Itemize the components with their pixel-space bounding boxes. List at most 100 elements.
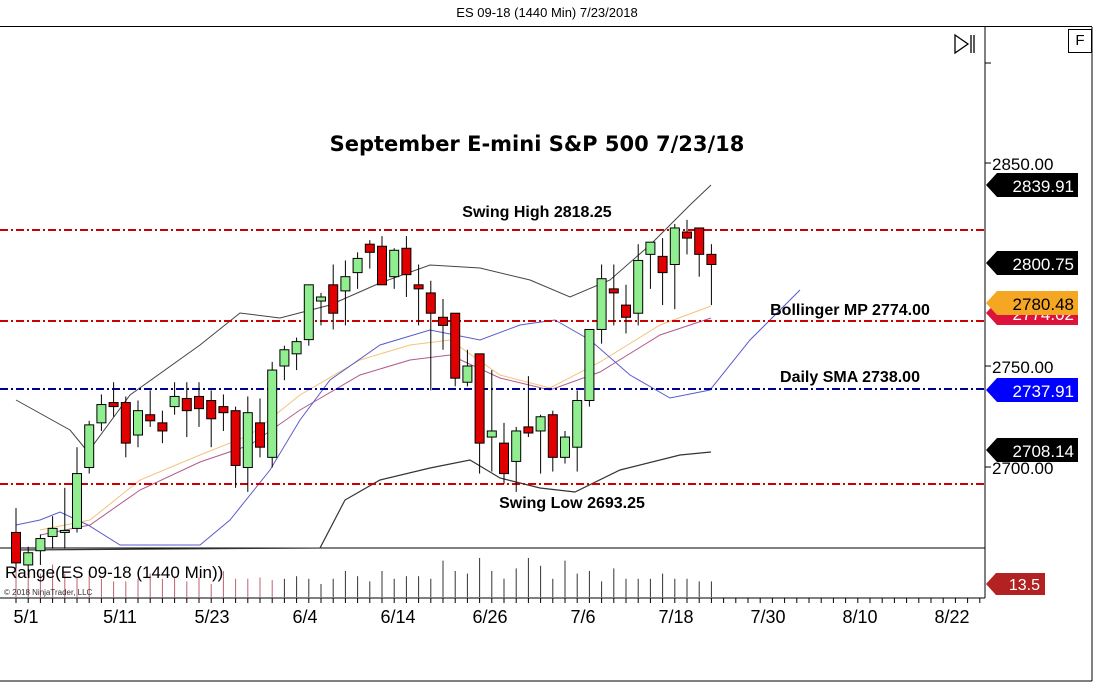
- candle-body: [206, 400, 217, 420]
- annotation-label: Daily SMA 2738.00: [780, 369, 920, 386]
- f-button[interactable]: F: [1068, 29, 1092, 53]
- x-tick-label: 6/14: [380, 607, 415, 627]
- candle-body: [364, 243, 375, 253]
- candle-body: [267, 369, 278, 458]
- annotation-label: Swing High 2818.25: [462, 204, 611, 221]
- price-marker-label: 2839.91: [1013, 177, 1074, 196]
- x-tick-label: 7/30: [750, 607, 785, 627]
- candle-body: [523, 426, 534, 434]
- candle-body: [242, 412, 253, 469]
- x-tick-label: 8/10: [842, 607, 877, 627]
- indicator-label: Range(ES 09-18 (1440 Min)): [5, 563, 223, 582]
- candle-body: [340, 276, 351, 292]
- candle-body: [547, 414, 558, 458]
- x-tick-label: 7/18: [658, 607, 693, 627]
- candle-body: [11, 531, 21, 564]
- candle-body: [694, 227, 705, 255]
- candle-body: [291, 341, 302, 355]
- x-tick-label: 6/26: [472, 607, 507, 627]
- scroll-to-end-button[interactable]: [952, 33, 976, 55]
- candle-body: [450, 312, 461, 379]
- indicator-marker: [986, 573, 1045, 595]
- annotation-label: Swing Low 2693.25: [499, 495, 645, 512]
- y-tick-label: 2750.00: [992, 358, 1053, 377]
- candle-body: [157, 422, 168, 432]
- chart-frame: [0, 26, 1092, 682]
- candle-body: [438, 316, 448, 326]
- candle-body: [328, 284, 339, 314]
- candle-body: [181, 397, 192, 412]
- scroll-to-end-icon: [954, 33, 975, 55]
- price-marker: [986, 251, 1078, 275]
- candle-body: [657, 255, 668, 274]
- candle-body: [389, 249, 400, 278]
- candle-body: [23, 552, 34, 566]
- candle-body: [462, 365, 473, 383]
- candle-body: [645, 241, 656, 255]
- candle-body: [499, 442, 509, 475]
- candle-body: [96, 404, 107, 424]
- candle-body: [584, 328, 595, 402]
- candle-body: [316, 296, 326, 302]
- candle-body: [303, 284, 314, 341]
- price-marker-label: 2780.48: [1013, 295, 1074, 314]
- chart-title: September E-mini S&P 500 7/23/18: [330, 132, 745, 156]
- y-tick-label: 2850.00: [992, 155, 1053, 174]
- window-title: ES 09-18 (1440 Min) 7/23/2018: [456, 5, 638, 20]
- x-tick-label: 5/23: [194, 607, 229, 627]
- sma-blue-line: [15, 289, 801, 546]
- bollinger-upper-line: [15, 184, 712, 453]
- candle-body: [706, 253, 717, 266]
- candle-body: [145, 414, 156, 422]
- candle-body: [621, 304, 631, 318]
- price-marker: [986, 438, 1078, 462]
- candle-body: [535, 416, 546, 432]
- candle-body: [352, 257, 363, 274]
- candle-body: [425, 292, 436, 314]
- copyright-text: © 2018 NinjaTrader, LLC: [4, 588, 93, 597]
- candle-body: [682, 231, 692, 239]
- candle-body: [255, 422, 265, 448]
- candle-body: [413, 284, 424, 290]
- x-tick-label: 5/11: [103, 607, 137, 627]
- price-marker-label: 2708.14: [1013, 442, 1074, 461]
- candle-body: [47, 527, 58, 538]
- candle-body: [572, 400, 583, 448]
- candle-body: [230, 410, 241, 466]
- x-tick-label: 5/1: [13, 607, 38, 627]
- candle-body: [474, 353, 485, 444]
- price-marker: [986, 291, 1078, 315]
- x-tick-label: 6/4: [292, 607, 317, 627]
- candle-body: [560, 436, 570, 458]
- price-marker-label: 2737.91: [1013, 382, 1074, 401]
- candle-body: [511, 430, 522, 462]
- candle-body: [401, 247, 412, 276]
- candle-body: [608, 288, 619, 294]
- annotation-label: Bollinger MP 2774.00: [770, 302, 930, 319]
- candle-body: [486, 430, 497, 438]
- candle-body: [169, 395, 180, 408]
- x-tick-label: 7/6: [570, 607, 595, 627]
- y-tick-label: 2700.00: [992, 459, 1053, 478]
- candle-body: [35, 538, 46, 552]
- candle-body: [108, 402, 119, 408]
- price-marker-label: 2800.75: [1013, 255, 1074, 274]
- candle-body: [669, 227, 680, 266]
- x-tick-label: 8/22: [934, 607, 969, 627]
- candle-body: [279, 349, 290, 367]
- candle-body: [59, 529, 70, 533]
- candle-body: [120, 402, 131, 444]
- price-marker: [986, 173, 1078, 197]
- candle-body: [377, 245, 387, 286]
- candle-body: [84, 424, 95, 468]
- bollinger-lower-line: [15, 451, 712, 551]
- candle-body: [596, 278, 607, 330]
- price-marker: [986, 378, 1078, 402]
- candle-body: [218, 406, 229, 414]
- candle-body: [72, 473, 82, 529]
- indicator-marker-label: 13.5: [1009, 577, 1040, 594]
- candle-body: [633, 259, 644, 314]
- candle-body: [133, 410, 143, 436]
- candle-body: [194, 395, 204, 410]
